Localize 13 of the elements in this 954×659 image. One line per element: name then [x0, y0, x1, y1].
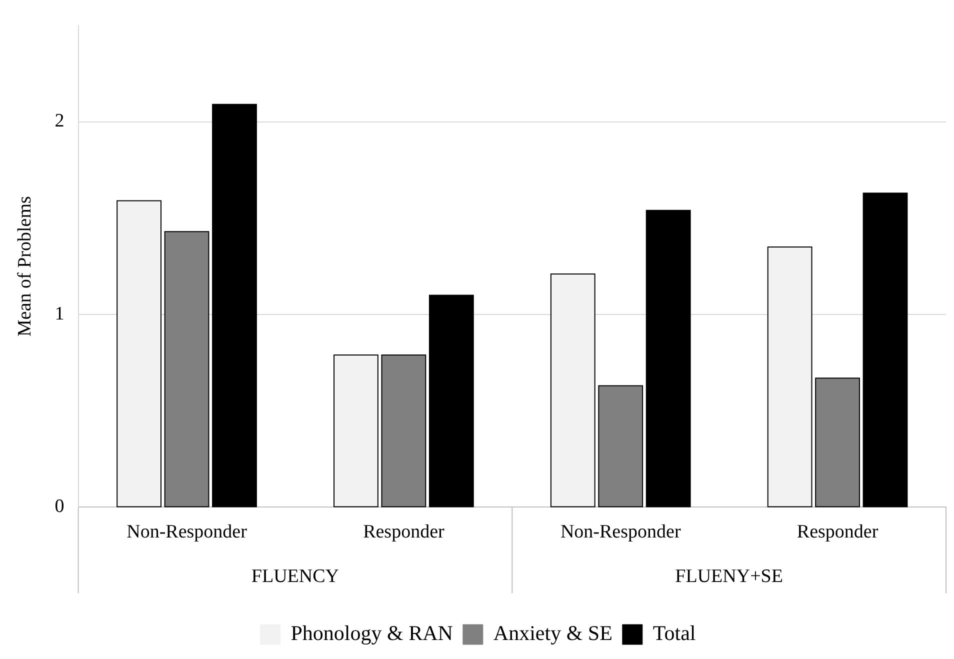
y-tick-label: 2	[54, 110, 64, 132]
text: FLUENY+SE	[675, 566, 783, 588]
legend-label: Total	[652, 621, 696, 646]
x-tick-label: Responder	[363, 522, 445, 543]
legend-label: Anxiety & SE	[493, 621, 612, 646]
x-tick-label: Non-Responder	[560, 522, 682, 543]
y-tick-label: 1	[54, 303, 64, 324]
legend-label: Phonology & RAN	[290, 621, 453, 646]
y-axis-title: Mean of Problems	[14, 196, 36, 336]
x-tick-label: Non-Responder	[126, 522, 248, 543]
text: FLUENCY	[251, 566, 340, 588]
x-tick-label: Responder	[796, 522, 879, 543]
y-tick-label: 0	[54, 496, 64, 518]
